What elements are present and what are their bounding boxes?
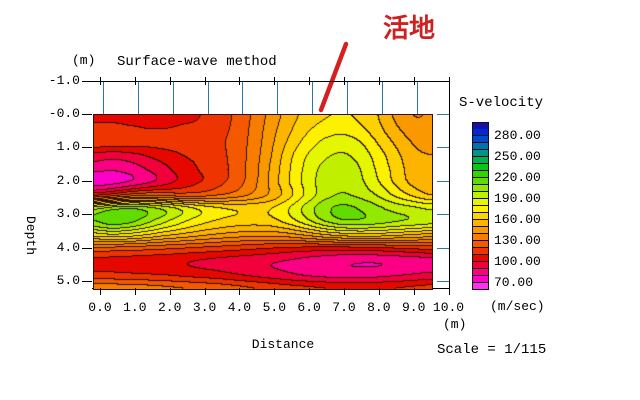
depth-axis-label: Depth: [23, 216, 38, 256]
site-annotation-text: 活地: [383, 13, 436, 43]
scale-text: Scale = 1/115: [437, 342, 547, 358]
plot-top-border: [92, 81, 449, 82]
legend-unit-label: (m/sec): [490, 299, 545, 314]
annotation-pointer-line: [318, 41, 349, 113]
plot-right-border: [449, 81, 450, 289]
distance-axis-label: Distance: [251, 337, 315, 352]
x-axis-unit-label: (m): [443, 317, 467, 332]
y-axis-unit-label: (m): [72, 53, 96, 68]
legend-title: S-velocity: [459, 95, 544, 111]
contour-plot-canvas: [93, 114, 433, 290]
chart-title: Surface-wave method: [117, 54, 277, 70]
